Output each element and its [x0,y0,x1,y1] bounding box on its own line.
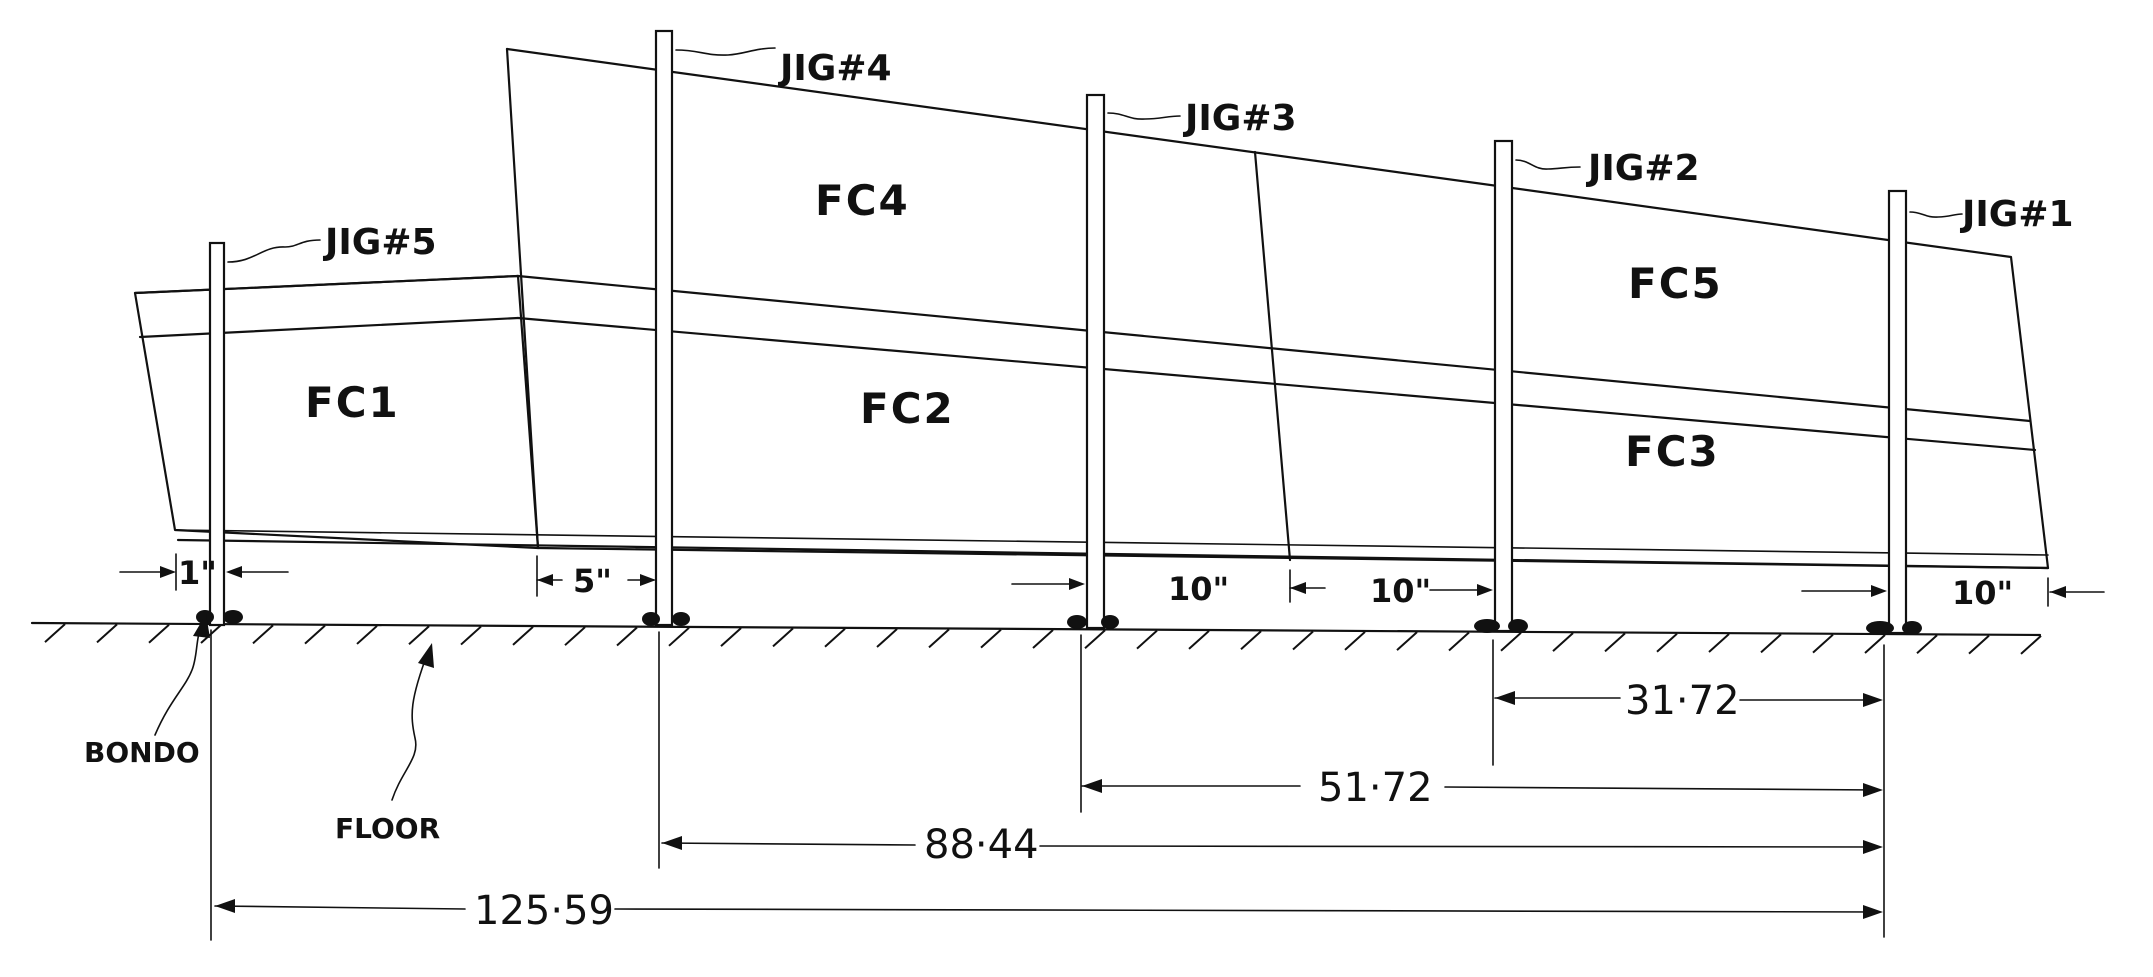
jig5-label: JIG#5 [322,222,437,263]
floor-hatch-mark [1812,633,1834,654]
floor-hatch-mark [44,623,66,643]
floor-hatch-mark [980,628,1002,649]
floor-label: FLOOR [335,812,440,845]
floor-hatch-mark [876,628,898,648]
floor-hatch-mark [1864,634,1886,654]
floor-hatch-mark [1552,632,1574,652]
bondo-label: BONDO [84,736,200,769]
jig3-post [1085,93,1106,630]
gap-jig5-label: 1" [178,554,217,592]
floor-hatch-mark [252,624,274,645]
jig4-post [654,29,674,627]
dim-jig5-jig1: 125·59 [474,888,614,934]
floor-hatch-mark [824,627,846,648]
floor-hatch-mark [668,627,690,647]
floor-hatch-mark [1240,630,1262,650]
floor-hatch-mark [148,623,170,644]
panel-fc1-label: FC1 [305,378,400,427]
floor-hatch-mark [928,628,950,649]
floor-hatch-mark [356,625,378,645]
chine-top-left [133,274,520,295]
gap-jig3-label: 10" [1168,570,1229,608]
jig-leaders [227,47,1963,263]
floor-hatch-mark [1968,634,1990,655]
panel-fc3-label: FC3 [1625,427,1720,476]
floor-hatch-mark [1032,629,1054,649]
floor-hatch-mark [1292,630,1314,651]
panel-fc4-left-edge [505,47,540,550]
floor-hatch-mark [96,623,118,644]
jig2-label: JIG#2 [1585,148,1700,189]
floor-hatch-mark [1396,631,1418,651]
dim-jig4-jig1: 88·44 [924,822,1039,868]
floor-hatch-mark [720,627,742,647]
panel-fc4-label: FC4 [815,176,910,225]
jig4-label: JIG#4 [777,48,892,89]
floor-hatch-mark [1656,632,1678,653]
keel-upper-line [174,529,2049,556]
floor-hatch-mark [1448,631,1470,652]
floor-hatch-mark [1188,630,1210,650]
dim-jig3-jig1: 51·72 [1318,765,1433,811]
gap-jig1-label: 10" [1952,574,2013,612]
floor-hatch-mark [408,625,430,645]
floor-line [30,621,2042,655]
jig1-post [1887,189,1908,635]
gap-jig4-label: 5" [573,562,612,600]
bondo-blobs [196,610,1922,635]
floor-hatch-mark [616,626,638,647]
jig5-post [208,241,226,627]
extension-lines [210,629,1885,941]
chine-top-right [516,274,2032,423]
jig-posts [208,29,1908,635]
keel-lower-line [176,538,2050,570]
gap-dimensions [119,553,2105,607]
floor-hatch-mark [1760,633,1782,654]
floor-hatch-mark [2020,635,2042,655]
floor-hatch-mark [1344,631,1366,651]
floor-hatch-mark [772,627,794,648]
floor-hatch-mark [1708,633,1730,653]
panel-fc2-label: FC2 [860,384,955,433]
jig1-label: JIG#1 [1959,194,2074,235]
floor-hatch-mark [460,625,482,646]
panel-upper-outline [505,47,2050,570]
chine-bottom-left [138,316,520,339]
floor-hatch-mark [512,626,534,646]
jig2-post [1493,139,1514,633]
dim-jig2-jig1: 31·72 [1625,678,1740,724]
floor-hatch-mark [1136,629,1158,650]
floor-hatch-mark [564,626,586,646]
jig3-label: JIG#3 [1182,98,1297,139]
chine-bottom-right [516,316,2037,452]
gap-jig2-label: 10" [1370,572,1431,610]
floor-hatch-mark [304,624,326,645]
panel-seam-line [1253,150,1292,562]
floor-hatch-mark [1084,629,1106,650]
floor-hatch-mark [1604,632,1626,653]
floor-hatch-mark [1916,634,1938,655]
panel-fc5-label: FC5 [1628,259,1723,308]
hull-outline [133,47,2050,570]
note-leaders [154,614,434,801]
floor-hatch-mark [1500,632,1522,652]
long-dimensions [214,691,1883,919]
